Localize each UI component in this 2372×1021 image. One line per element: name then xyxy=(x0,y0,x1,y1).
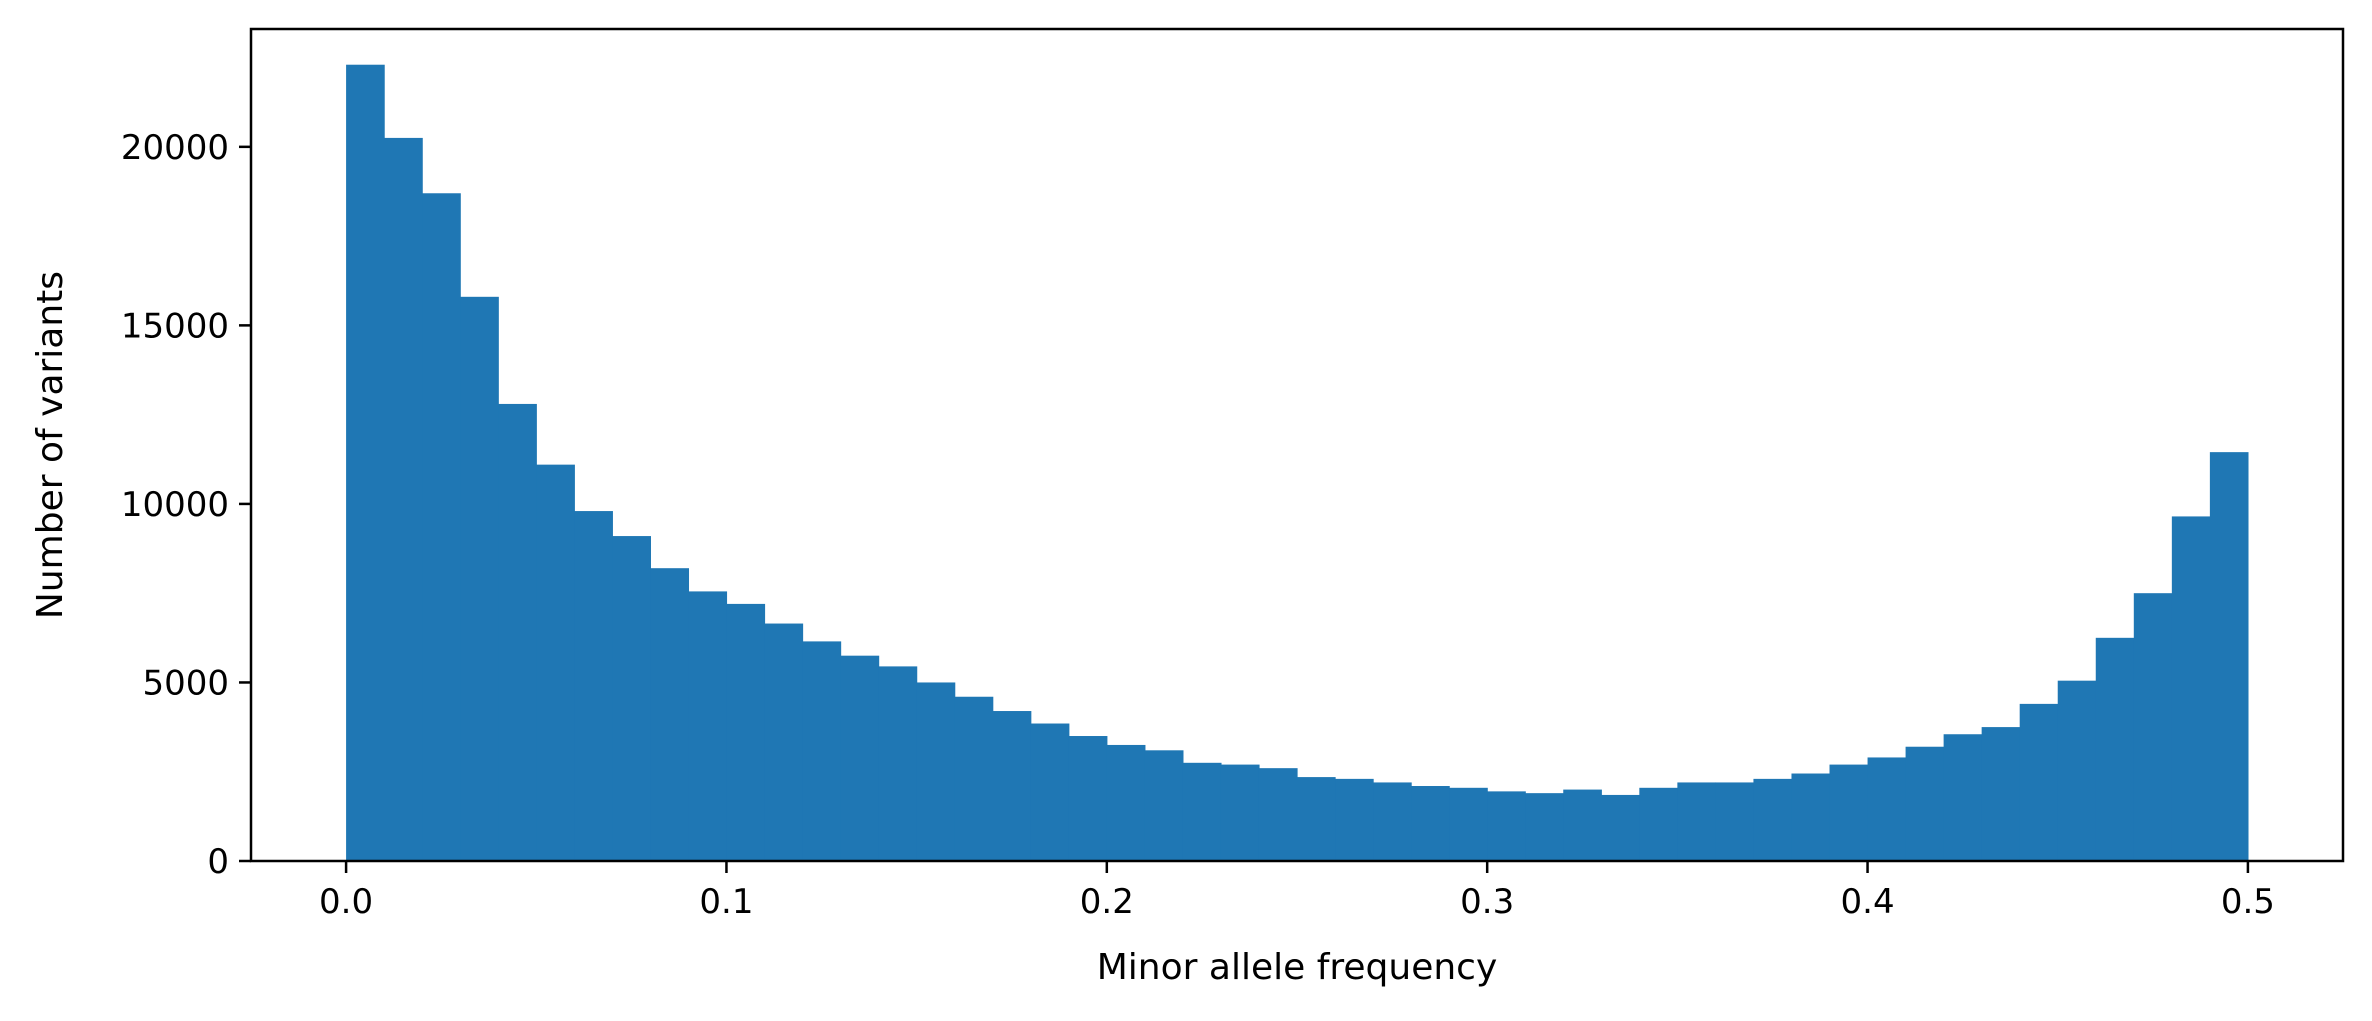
histogram-bar xyxy=(1639,787,1678,861)
y-tick-label: 20000 xyxy=(121,128,229,168)
histogram-bar xyxy=(574,511,613,861)
histogram-bar xyxy=(1525,793,1564,861)
histogram-bar xyxy=(1258,768,1298,861)
x-tick-label: 0.4 xyxy=(1841,882,1895,922)
histogram-bar xyxy=(422,193,461,861)
histogram-bar xyxy=(2019,703,2059,861)
y-tick-label: 5000 xyxy=(142,663,229,703)
histogram-bar xyxy=(1905,746,1945,861)
histogram-bar xyxy=(2133,593,2173,861)
histogram-bar xyxy=(992,711,1032,861)
histogram-bar xyxy=(688,591,728,861)
histogram-bar xyxy=(2095,637,2135,861)
histogram-bar xyxy=(536,464,575,861)
y-axis-ticks: 0 5000 10000 15000 20000 xyxy=(121,128,251,882)
histogram-bar xyxy=(764,623,804,861)
x-tick-label: 0.3 xyxy=(1460,882,1514,922)
histogram-bar xyxy=(1220,764,1260,861)
histogram-bar xyxy=(650,568,690,861)
histogram-bar xyxy=(954,696,994,861)
x-tick-label: 0.0 xyxy=(319,882,373,922)
histogram-bar xyxy=(1182,762,1222,861)
histogram-bar xyxy=(916,682,956,861)
x-axis-label: Minor allele frequency xyxy=(1097,947,1498,988)
x-tick-label: 0.2 xyxy=(1080,882,1134,922)
histogram-bar xyxy=(1677,782,1716,861)
histogram-bar xyxy=(1867,757,1907,861)
histogram-bar xyxy=(498,403,537,861)
y-tick-label: 15000 xyxy=(121,306,229,346)
histogram-bar xyxy=(1829,764,1869,861)
histogram-bar xyxy=(1753,778,1793,861)
histogram-bar xyxy=(1943,734,1983,861)
histogram-bar xyxy=(1411,786,1450,861)
y-tick-label: 10000 xyxy=(121,485,229,525)
histogram-bar xyxy=(1297,777,1336,861)
histogram-bar xyxy=(1068,736,1108,861)
histogram-bar xyxy=(460,296,499,861)
histogram-bar xyxy=(1144,750,1184,861)
histogram-bar xyxy=(1981,727,2021,861)
histogram-bar xyxy=(1715,782,1755,861)
histogram-bar xyxy=(1601,794,1640,861)
x-axis-ticks: 0.0 0.1 0.2 0.3 0.4 0.5 xyxy=(319,861,2275,922)
histogram-bar xyxy=(1373,782,1412,861)
x-tick-label: 0.5 xyxy=(2221,882,2275,922)
histogram-bar xyxy=(1563,789,1602,861)
histogram-bar xyxy=(1106,744,1146,861)
y-axis-label: Number of variants xyxy=(30,271,71,619)
histogram-bar xyxy=(1449,787,1488,861)
histogram-bar xyxy=(384,137,423,861)
axes-frame xyxy=(249,27,2345,863)
x-tick-label: 0.1 xyxy=(699,882,753,922)
histogram-bar xyxy=(2057,680,2097,861)
histogram-bar xyxy=(878,666,918,861)
histogram-bar xyxy=(346,64,385,861)
y-tick-label: 0 xyxy=(207,842,229,882)
histogram-bar xyxy=(1487,791,1526,861)
histogram-bar xyxy=(2171,516,2211,861)
bars-group xyxy=(346,64,2249,861)
histogram-bar xyxy=(726,603,766,861)
histogram-bar xyxy=(1791,773,1831,861)
histogram-bar xyxy=(1030,723,1070,861)
histogram-bar xyxy=(802,641,842,861)
histogram-bar xyxy=(1335,778,1374,861)
histogram-bar xyxy=(612,536,651,861)
histogram-bar xyxy=(840,655,880,861)
histogram-bar xyxy=(2209,452,2249,861)
